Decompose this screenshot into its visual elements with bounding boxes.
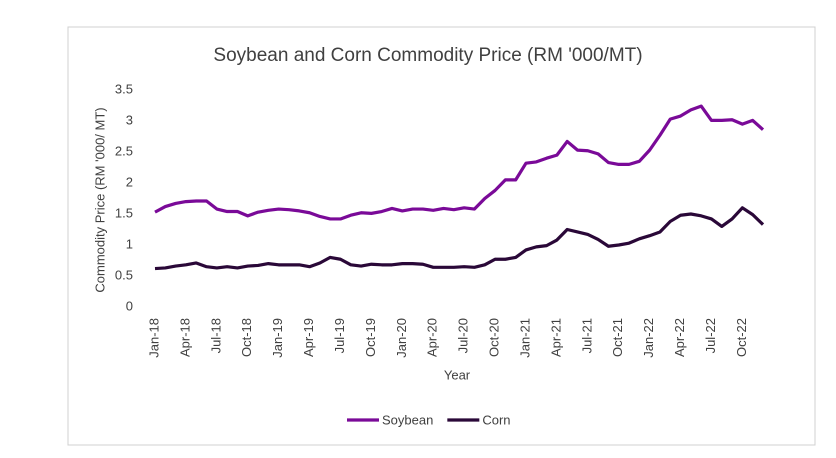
y-tick-label: 3.5: [115, 81, 133, 96]
x-tick-label: Jul-19: [332, 318, 347, 353]
chart-frame: [67, 26, 816, 446]
x-tick-label: Jul-22: [703, 318, 718, 353]
x-tick-label: Jul-18: [208, 318, 223, 353]
x-tick-label: Oct-19: [363, 318, 378, 357]
chart-title: Soybean and Corn Commodity Price (RM '00…: [213, 45, 642, 66]
y-tick-label: 2: [126, 174, 133, 189]
y-tick-label: 1.5: [115, 205, 133, 220]
x-tick-label: Jan-18: [146, 318, 161, 358]
x-tick-label: Oct-18: [239, 318, 254, 357]
y-tick-label: 2.5: [115, 143, 133, 158]
x-tick-label: Jan-19: [270, 318, 285, 358]
series-line: [154, 104, 765, 221]
x-tick-label: Jan-21: [517, 318, 532, 358]
x-tick-label: Apr-18: [177, 318, 192, 357]
y-tick-label: 1: [126, 236, 133, 251]
x-axis-label: Year: [444, 367, 471, 382]
legend-label: Soybean: [382, 412, 433, 427]
x-tick-label: Apr-22: [672, 318, 687, 357]
x-tick-label: Jul-20: [456, 318, 471, 353]
x-tick-label: Oct-20: [487, 318, 502, 357]
y-tick-label: 0: [126, 298, 133, 313]
x-tick-label: Jan-22: [641, 318, 656, 358]
x-tick-label: Apr-20: [425, 318, 440, 357]
y-tick-label: 3: [126, 112, 133, 127]
series-line: [154, 206, 765, 271]
x-tick-label: Oct-21: [610, 318, 625, 357]
x-tick-label: Jul-21: [579, 318, 594, 353]
x-tick-label: Oct-22: [734, 318, 749, 357]
x-tick-label: Apr-21: [548, 318, 563, 357]
y-axis-label: Commodity Price (RM '000/ MT): [92, 107, 107, 292]
legend-label: Corn: [482, 412, 510, 427]
x-tick-label: Jan-20: [394, 318, 409, 358]
x-tick-label: Apr-19: [301, 318, 316, 357]
y-tick-label: 0.5: [115, 267, 133, 282]
